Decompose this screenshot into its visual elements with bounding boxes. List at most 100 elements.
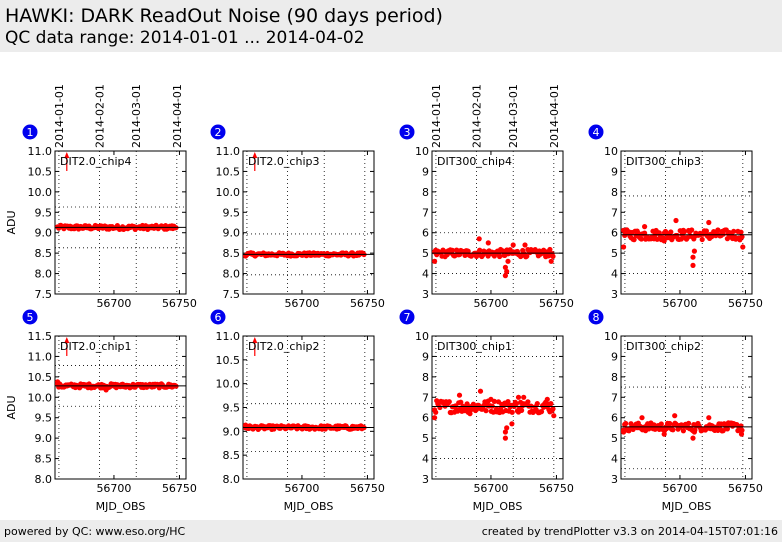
plot-4-ytick-label-7: 10 bbox=[604, 145, 618, 158]
plot-5-xtick-label-1: 56750 bbox=[162, 482, 197, 495]
plot-2-xtick-label-1: 56750 bbox=[350, 297, 385, 310]
plot-4-label: DIT300_chip3 bbox=[626, 155, 701, 168]
plot-2-ytick-label-3: 9.0 bbox=[223, 227, 241, 240]
plot-7-xlabel: MJD_OBS bbox=[473, 500, 523, 513]
plot-7-ytick-label-2: 5 bbox=[422, 432, 429, 445]
plot-8-point bbox=[658, 421, 664, 427]
plot-3-point bbox=[497, 253, 503, 260]
plot-7-xtick-label-0: 56700 bbox=[473, 482, 508, 495]
plot-1-ytick-label-6: 10.5 bbox=[28, 165, 53, 178]
plot-1-ytick-label-3: 9.0 bbox=[35, 227, 53, 240]
plot-8-outlier-1 bbox=[639, 415, 645, 421]
plot-4-outlier-9 bbox=[740, 244, 746, 250]
plot-8-ytick-label-1: 4 bbox=[611, 453, 618, 466]
plot-7-point bbox=[513, 401, 520, 407]
plot-7-ytick-label-7: 10 bbox=[415, 330, 429, 343]
plot-8-point bbox=[739, 427, 745, 433]
plot-6-badge bbox=[210, 309, 226, 325]
plot-3-outlier-3 bbox=[502, 264, 508, 270]
plot-4-point bbox=[668, 229, 674, 235]
plot-4-outlier-7 bbox=[691, 248, 698, 254]
plot-3-outlier-0 bbox=[432, 258, 438, 264]
plot-3-outlier-2 bbox=[485, 240, 491, 246]
plot-7-outlier-1 bbox=[456, 392, 463, 398]
plot-2-ytick-label-0: 7.5 bbox=[223, 288, 241, 301]
plot-3-ytick-label-2: 5 bbox=[422, 247, 429, 260]
plot-3-ytick-label-7: 10 bbox=[415, 145, 429, 158]
plot-4-outlier-1 bbox=[642, 224, 648, 230]
plot-8-frame bbox=[620, 335, 753, 480]
plot-4-point bbox=[738, 229, 744, 235]
plot-5-outlier-1 bbox=[103, 387, 109, 393]
plot-2-badge-number: 2 bbox=[215, 126, 222, 139]
plot-3-outlier-1 bbox=[476, 236, 482, 242]
plot-1-badge bbox=[22, 124, 38, 140]
plot-7-outlier-8 bbox=[509, 421, 515, 427]
plot-3-point bbox=[550, 253, 556, 259]
footer-credit: powered by QC: www.eso.org/HC bbox=[4, 525, 186, 538]
plot-6-offscale-arrowhead bbox=[252, 337, 258, 343]
plot-4-ytick-label-4: 7 bbox=[611, 206, 618, 219]
plot-7-point bbox=[483, 408, 489, 414]
plot-3-point bbox=[465, 248, 471, 254]
plot-7-point bbox=[548, 401, 554, 407]
plot-1-date-label-0: 2014-01-01 bbox=[53, 84, 66, 148]
plot-6-frame bbox=[242, 335, 375, 480]
plot-8-outlier-3 bbox=[672, 413, 678, 419]
plot-1-date-label-2: 2014-03-01 bbox=[130, 84, 143, 148]
plot-4-outlier-5 bbox=[690, 254, 696, 260]
plot-4-point bbox=[678, 236, 684, 242]
plot-2-ytick-label-1: 8.0 bbox=[223, 268, 241, 281]
plot-3-ytick-label-5: 8 bbox=[422, 186, 429, 199]
plot-8-ytick-label-4: 7 bbox=[611, 391, 618, 404]
plot-5-xlabel: MJD_OBS bbox=[96, 500, 146, 513]
plot-3-point bbox=[449, 247, 455, 253]
plot-4-badge bbox=[588, 124, 604, 140]
plot-5-label: DIT2.0_chip1 bbox=[60, 340, 131, 353]
plot-3-xtick-label-0: 56700 bbox=[473, 297, 508, 310]
plot-4-ytick-label-0: 3 bbox=[611, 288, 618, 301]
plot-7-outlier-6 bbox=[502, 435, 508, 441]
plot-7-outlier-4 bbox=[488, 396, 494, 402]
plot-1-ytick-label-0: 7.5 bbox=[35, 288, 53, 301]
plot-6-xlabel: MJD_OBS bbox=[284, 500, 334, 513]
plot-3-point bbox=[547, 246, 553, 253]
plot-4-outlier-3 bbox=[673, 217, 679, 224]
plot-3-outlier-4 bbox=[502, 273, 508, 279]
plot-4-point bbox=[703, 228, 710, 234]
plot-7-ytick-label-3: 6 bbox=[422, 412, 429, 425]
plot-7-ytick-label-5: 8 bbox=[422, 371, 429, 384]
plot-4-xtick-label-1: 56750 bbox=[728, 297, 763, 310]
plot-8-ytick-label-6: 9 bbox=[611, 350, 618, 363]
plot-4-ytick-label-6: 9 bbox=[611, 165, 618, 178]
plot-1-ytick-label-5: 10.0 bbox=[28, 186, 53, 199]
plot-4-ytick-label-5: 8 bbox=[611, 186, 618, 199]
plot-6-badge-number: 6 bbox=[215, 311, 222, 324]
plot-4-frame bbox=[620, 150, 753, 295]
plot-3-point bbox=[477, 247, 483, 253]
plot-4-xtick-label-0: 56700 bbox=[662, 297, 697, 310]
plot-7-point bbox=[433, 409, 439, 415]
plot-7-outlier-11 bbox=[544, 396, 550, 402]
plot-7-outlier-9 bbox=[515, 394, 522, 400]
plot-3-date-label-1: 2014-02-01 bbox=[471, 84, 484, 148]
plot-7-outlier-2 bbox=[467, 411, 473, 417]
plot-6-xtick-label-0: 56700 bbox=[284, 482, 319, 495]
plot-6-ytick-label-5: 10.5 bbox=[216, 354, 241, 367]
plot-7-ytick-label-1: 4 bbox=[422, 453, 429, 466]
plot-8-outlier-4 bbox=[690, 435, 696, 441]
plot-5-badge-number: 5 bbox=[27, 311, 34, 324]
plot-1-date-label-3: 2014-04-01 bbox=[171, 84, 184, 148]
plot-7-outlier-7 bbox=[504, 425, 510, 431]
plot-2-frame bbox=[242, 150, 375, 295]
plot-4-outlier-8 bbox=[706, 219, 712, 226]
plot-4-point bbox=[631, 237, 637, 243]
plot-3-outlier-8 bbox=[522, 242, 528, 248]
plot-4-outlier-4 bbox=[680, 228, 686, 234]
plot-2-badge bbox=[210, 124, 226, 140]
plot-7-badge bbox=[399, 309, 415, 325]
plot-6-outlier-0 bbox=[243, 422, 249, 428]
plot-8-badge-number: 8 bbox=[593, 311, 600, 324]
plot-2-xtick-label-0: 56700 bbox=[284, 297, 319, 310]
plot-2-ytick-label-5: 10.0 bbox=[216, 186, 241, 199]
